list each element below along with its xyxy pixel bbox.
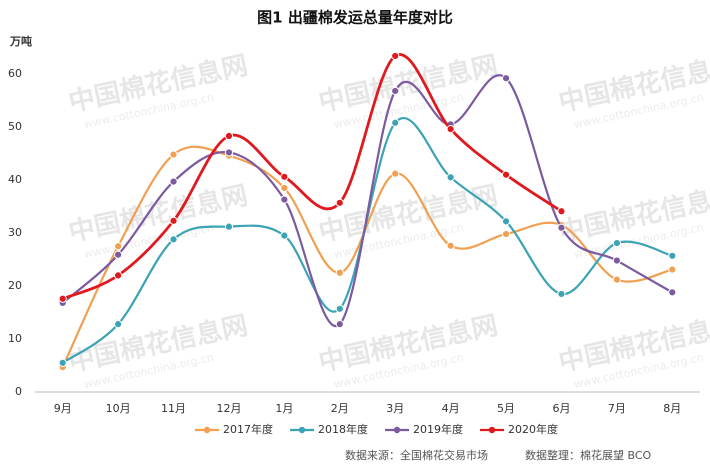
x-tick-label: 1月 (275, 402, 293, 415)
point (169, 150, 178, 159)
point (668, 251, 677, 260)
x-tick-label: 7月 (608, 402, 626, 415)
x-tick-label: 3月 (386, 402, 404, 415)
point (114, 250, 123, 259)
point (391, 169, 400, 178)
point (501, 229, 511, 239)
point (501, 74, 511, 83)
compiled-by: 数据整理：棉花展望 BCO (525, 448, 652, 462)
point (612, 256, 621, 265)
point (446, 125, 455, 134)
point (446, 241, 455, 250)
point (446, 173, 455, 182)
y-tick-label: 50 (8, 120, 22, 133)
x-tick-label: 8月 (663, 402, 681, 415)
point (58, 294, 67, 303)
legend-marker (298, 426, 306, 434)
x-tick-label: 9月 (54, 402, 72, 415)
y-tick-label: 20 (8, 279, 22, 292)
point (668, 265, 677, 274)
point (169, 177, 178, 186)
point (280, 172, 289, 181)
y-tick-label: 60 (8, 67, 22, 80)
point (557, 223, 566, 232)
y-tick-label: 40 (8, 173, 22, 186)
point (557, 289, 566, 299)
legend-label: 2017年度 (223, 422, 273, 436)
source: 数据来源：全国棉花交易市场 (345, 448, 488, 462)
legend-label: 2019年度 (413, 422, 463, 436)
point (501, 170, 511, 179)
point (668, 288, 677, 297)
y-unit: 万吨 (9, 34, 32, 48)
point (335, 320, 344, 329)
point (391, 51, 400, 61)
point (335, 304, 344, 313)
point (280, 231, 289, 240)
y-tick-label: 10 (8, 332, 22, 345)
point (114, 320, 123, 329)
point (169, 216, 178, 225)
point (612, 275, 621, 284)
point (169, 235, 178, 244)
point (224, 131, 234, 141)
series-line (62, 53, 563, 301)
legend-marker (393, 426, 401, 434)
point (391, 118, 400, 127)
x-tick-label: 2月 (331, 402, 349, 415)
point (501, 217, 511, 226)
point (335, 268, 344, 277)
legend-label: 2020年度 (508, 422, 558, 436)
x-tick-label: 11月 (161, 402, 186, 415)
point (58, 358, 67, 367)
point (114, 242, 123, 251)
x-tick-label: 4月 (442, 402, 460, 415)
y-tick-label: 30 (8, 226, 22, 239)
x-tick-label: 12月 (216, 402, 241, 415)
point (280, 183, 289, 193)
point (391, 86, 400, 96)
point (612, 238, 621, 248)
point (280, 195, 289, 204)
point (224, 148, 234, 157)
x-tick-label: 10月 (106, 402, 131, 415)
point (224, 222, 234, 231)
x-tick-label: 5月 (497, 402, 515, 415)
point (114, 271, 123, 280)
point (557, 207, 566, 216)
chart-title: 图1 出疆棉发运总量年度对比 (257, 9, 453, 27)
x-tick-label: 6月 (552, 402, 570, 415)
legend-label: 2018年度 (318, 422, 368, 436)
y-tick-label: 0 (15, 385, 22, 398)
point (335, 198, 344, 207)
legend-marker (488, 426, 496, 434)
legend-marker (203, 426, 211, 434)
